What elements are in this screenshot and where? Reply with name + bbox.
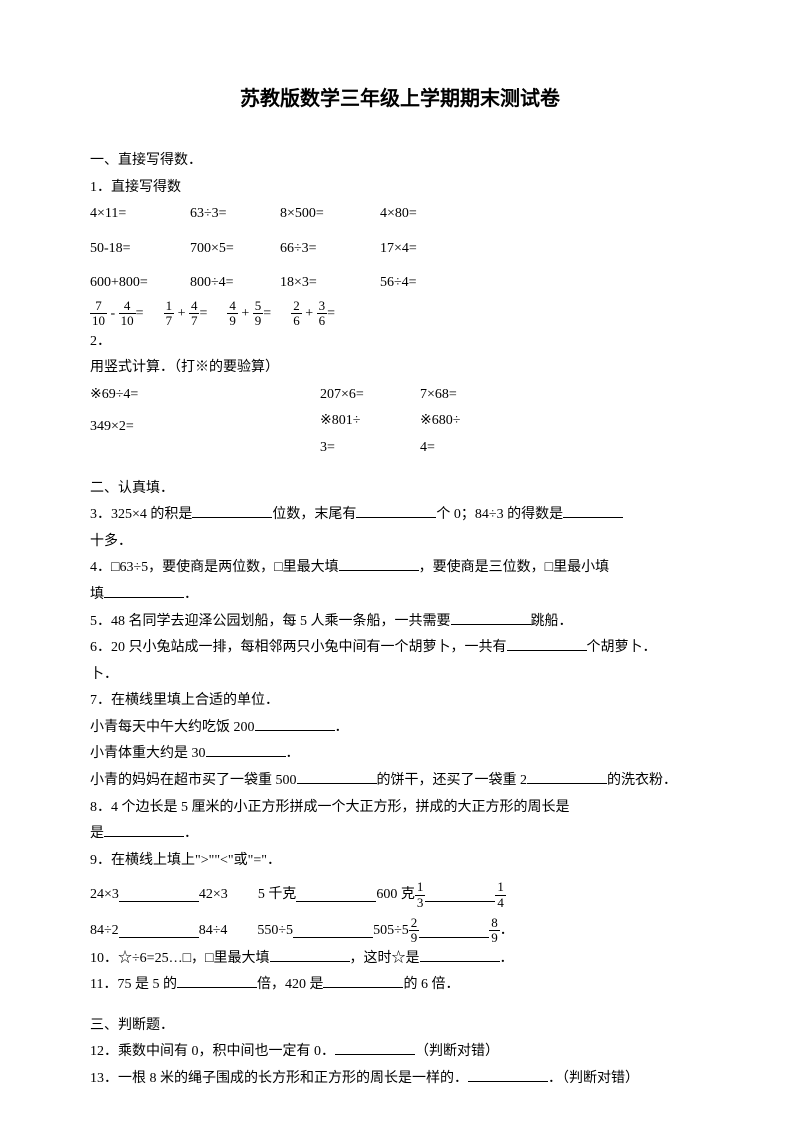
- q8: 8．4 个边长是 5 厘米的小正方形拼成一个大正方形，拼成的大正方形的周长是: [90, 795, 710, 822]
- eq: 56÷4=: [380, 270, 417, 297]
- eq: 800÷4=: [190, 270, 280, 297]
- period: ．: [500, 918, 514, 945]
- frac-expr: 17 + 47=: [164, 299, 208, 329]
- q1-row-2: 50-18= 700×5= 66÷3= 17×4=: [90, 236, 710, 263]
- frac: 14: [495, 880, 506, 910]
- q7c: 小青的妈妈在超市买了一袋重 500的饼干，还买了一袋重 2的洗衣粉．: [90, 768, 710, 795]
- q1-row-3: 600+800= 800÷4= 18×3= 56÷4=: [90, 270, 710, 297]
- eq: 700×5=: [190, 236, 280, 263]
- q4: 4．□63÷5，要使商是两位数，□里最大填，要使商是三位数，□里最小填: [90, 555, 710, 582]
- q9-row-1: 24×3 42×3 5 千克 600 克 13 14: [90, 880, 710, 910]
- q6-cont: 卜．: [90, 662, 710, 689]
- frac-expr: 49 + 59=: [227, 299, 271, 329]
- eq: ※801÷: [320, 408, 420, 435]
- q5: 5．48 名同学去迎泽公园划船，每 5 人乘一条船，一共需要跳船．: [90, 609, 710, 636]
- q10: 10．☆÷6=25…□，□里最大填，这时☆是．: [90, 946, 710, 973]
- section-2-header: 二、认真填．: [90, 476, 710, 503]
- q9-label: 9．在横线上填上">""<"或"="．: [90, 848, 710, 875]
- frac: 13: [415, 880, 426, 910]
- eq: 17×4=: [380, 236, 417, 263]
- eq: 84÷4: [199, 918, 228, 945]
- eq: 505÷5: [373, 918, 409, 945]
- q2-label: 2．: [90, 329, 710, 356]
- eq: ※69÷4=: [90, 382, 320, 409]
- eq: ※680÷: [420, 408, 460, 435]
- eq: 600+800=: [90, 270, 190, 297]
- q9-row-2: 84÷2 84÷4 550÷5 505÷5 29 89 ．: [90, 916, 710, 946]
- q12: 12．乘数中间有 0，积中间也一定有 0．（判断对错）: [90, 1039, 710, 1066]
- q7b: 小青体重大约是 30．: [90, 741, 710, 768]
- eq: 3=: [320, 435, 420, 462]
- eq: 600 克: [376, 882, 415, 909]
- eq: 50-18=: [90, 236, 190, 263]
- eq: 63÷3=: [190, 201, 280, 228]
- eq: 24×3: [90, 882, 119, 909]
- eq: 349×2=: [90, 414, 320, 441]
- eq: 42×3: [199, 882, 228, 909]
- q3: 3．325×4 的积是位数，末尾有个 0；84÷3 的得数是: [90, 502, 710, 529]
- eq: 550÷5: [257, 918, 293, 945]
- q1-label: 1．直接写得数: [90, 175, 710, 202]
- eq: 5 千克: [258, 882, 297, 909]
- q4-cont: 填．: [90, 582, 710, 609]
- section-1-header: 一、直接写得数．: [90, 148, 710, 175]
- eq: 4×80=: [380, 201, 417, 228]
- frac: 89: [489, 916, 500, 946]
- q6: 6．20 只小兔站成一排，每相邻两只小兔中间有一个胡萝卜，一共有个胡萝卜．: [90, 635, 710, 662]
- q7-label: 7．在横线里填上合适的单位．: [90, 688, 710, 715]
- section-3-header: 三、判断题．: [90, 1013, 710, 1040]
- q11: 11．75 是 5 的倍，420 是的 6 倍．: [90, 972, 710, 999]
- frac-expr: 710 - 410=: [90, 299, 144, 329]
- q2-columns: ※69÷4= 349×2= 207×6= ※801÷ 3= 7×68= ※680…: [90, 382, 710, 462]
- q1-fractions: 710 - 410= 17 + 47= 49 + 59= 26 + 36=: [90, 299, 710, 329]
- frac: 29: [409, 916, 420, 946]
- q1-row-1: 4×11= 63÷3= 8×500= 4×80=: [90, 201, 710, 228]
- eq: 18×3=: [280, 270, 380, 297]
- eq: 7×68=: [420, 382, 460, 409]
- frac-expr: 26 + 36=: [291, 299, 335, 329]
- q13: 13．一根 8 米的绳子围成的长方形和正方形的周长是一样的．．（判断对错）: [90, 1066, 710, 1093]
- eq: 207×6=: [320, 382, 420, 409]
- q8-cont: 是．: [90, 821, 710, 848]
- eq: 84÷2: [90, 918, 119, 945]
- q3-cont: 十多．: [90, 529, 710, 556]
- eq: 4=: [420, 435, 460, 462]
- eq: 8×500=: [280, 201, 380, 228]
- page-title: 苏教版数学三年级上学期期末测试卷: [90, 80, 710, 118]
- eq: 66÷3=: [280, 236, 380, 263]
- q2-text: 用竖式计算．（打※的要验算）: [90, 355, 710, 382]
- q7a: 小青每天中午大约吃饭 200．: [90, 715, 710, 742]
- eq: 4×11=: [90, 201, 190, 228]
